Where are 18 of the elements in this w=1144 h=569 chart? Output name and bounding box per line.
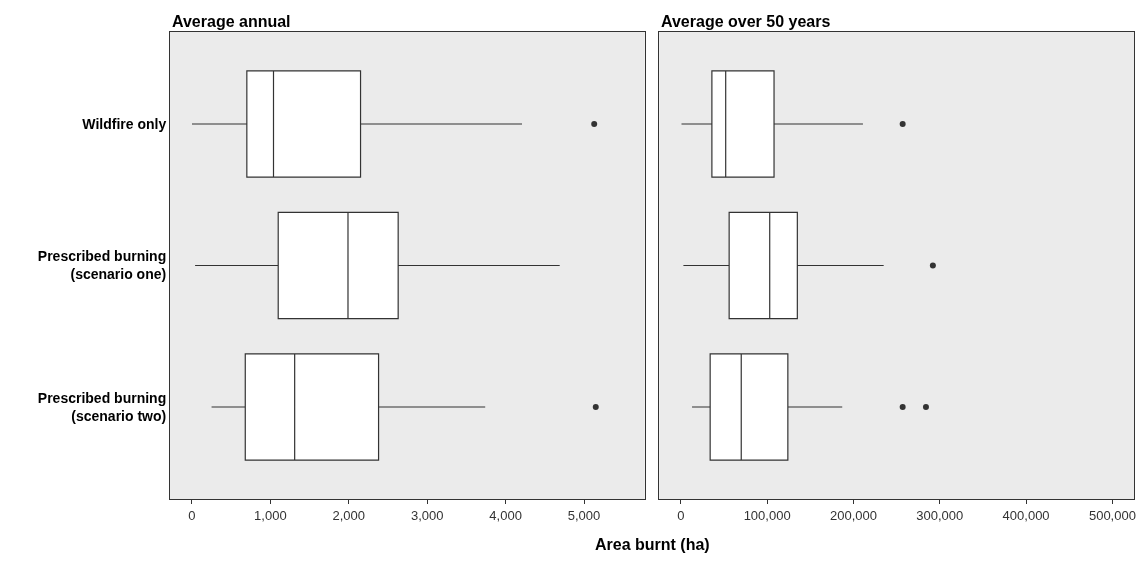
x-tick-label: 0 — [677, 507, 685, 523]
x-tick-label: 400,000 — [1002, 507, 1050, 523]
x-tick-label: 0 — [188, 507, 196, 523]
x-tick-label: 4,000 — [489, 507, 522, 523]
x-tick-label: 200,000 — [829, 507, 877, 523]
x-tick-label: 1,000 — [254, 507, 287, 523]
y-tick-label: Prescribed burning (scenario one) — [37, 248, 167, 283]
x-tick-label: 100,000 — [743, 507, 791, 523]
x-tick-label: 3,000 — [410, 507, 444, 523]
chart-title: Average over 50 years — [661, 13, 831, 30]
chart-title: Average annual — [172, 13, 291, 30]
x-tick-label: 500,000 — [1088, 507, 1136, 523]
x-tick-label: 300,000 — [916, 507, 964, 523]
x-axis-title: Area burnt (ha) — [595, 536, 710, 553]
y-tick-label: Prescribed burning (scenario two) — [37, 389, 167, 425]
x-tick-label: 5,000 — [567, 507, 601, 523]
x-tick-label: 2,000 — [332, 507, 366, 523]
y-tick-label: Wildfire only — [82, 115, 167, 132]
